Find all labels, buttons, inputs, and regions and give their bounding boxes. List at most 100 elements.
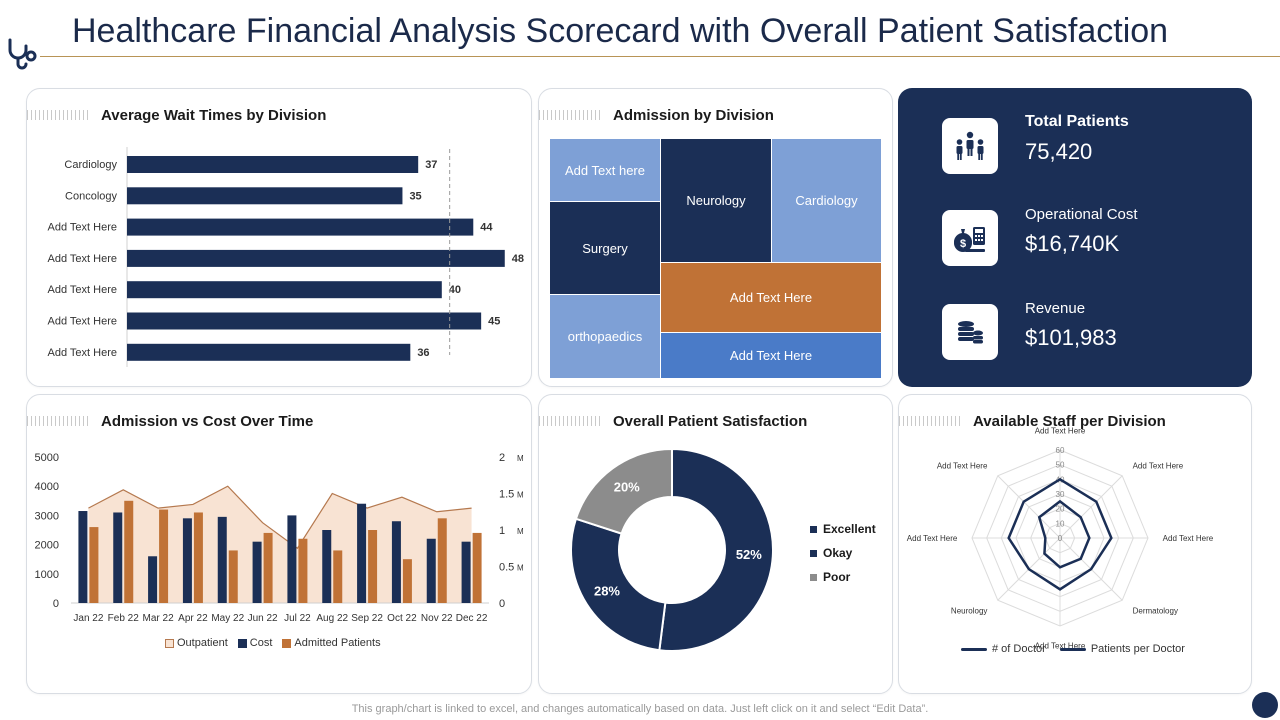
y2-tick-label: 0 (499, 598, 505, 610)
card-hatch (899, 416, 963, 426)
y2-unit-label: M (517, 564, 524, 573)
treemap-cell: Surgery (549, 201, 661, 295)
treemap-cell: Add Text Here (660, 332, 882, 379)
card-hatch (539, 110, 603, 120)
y2-tick-label: 2 (499, 452, 505, 464)
footer-note: This graph/chart is linked to excel, and… (351, 703, 929, 715)
y-tick-label: 1000 (35, 569, 59, 581)
legend-item: Excellent (810, 517, 876, 541)
x-tick-label: Jan 22 (73, 613, 103, 624)
patients-group-icon (942, 118, 998, 174)
admitted-bar (472, 532, 482, 603)
radar-tick-label: 0 (1058, 534, 1063, 543)
category-label: Add Text Here (47, 222, 117, 234)
legend-item: Patients per Doctor (1059, 643, 1185, 655)
y-tick-label: 0 (53, 598, 59, 610)
cost-bar (357, 503, 367, 603)
y-tick-label: 3000 (35, 510, 59, 522)
admitted-bar (228, 550, 238, 603)
combo-legend: Outpatient Cost Admitted Patients (165, 637, 391, 649)
x-tick-label: Jun 22 (248, 613, 278, 624)
card-hatch (27, 110, 91, 120)
y2-unit-label: M (517, 527, 524, 536)
money-bag-calculator-icon: $ (942, 210, 998, 266)
card-title: Average Wait Times by Division (101, 106, 327, 124)
admitted-bar (437, 518, 447, 603)
data-label: 45 (488, 316, 500, 328)
legend-item: Outpatient (165, 637, 228, 649)
corner-marker (1252, 692, 1278, 718)
y2-tick-label: 0.5 (499, 562, 514, 574)
x-tick-label: Mar 22 (143, 613, 175, 624)
admission-division-card: Admission by Division Add Text here Neur… (538, 88, 893, 387)
category-label: Add Text Here (47, 284, 117, 296)
x-tick-label: Dec 22 (456, 613, 488, 624)
treemap-cell: Neurology (660, 138, 772, 263)
cost-bar (287, 515, 297, 603)
wait-times-card: Average Wait Times by Division Cardiolog… (26, 88, 532, 387)
kpi-value: $101,983 (1025, 324, 1117, 350)
radar-axis-label: Dermatology (1133, 607, 1178, 616)
cost-bar (461, 541, 471, 603)
radar-axis-label: Neurology (951, 607, 987, 616)
bar (127, 249, 505, 267)
data-label: 40 (449, 284, 461, 296)
admitted-bar (124, 500, 134, 603)
y2-tick-label: 1 (499, 525, 505, 537)
legend-item: Admitted Patients (282, 637, 381, 649)
bar (127, 343, 411, 361)
cost-bar (217, 516, 227, 603)
category-label: Add Text Here (47, 347, 117, 359)
title-divider (40, 56, 1280, 57)
radar-tick-label: 10 (1056, 519, 1065, 528)
page-title: Healthcare Financial Analysis Scorecard … (72, 12, 1169, 50)
x-tick-label: Oct 22 (387, 613, 417, 624)
card-title: Admission by Division (613, 106, 774, 124)
card-hatch (539, 416, 603, 426)
slice-label: 52% (736, 547, 762, 562)
admitted-bar (193, 512, 203, 603)
x-tick-label: Apr 22 (178, 613, 208, 624)
y-tick-label: 2000 (35, 540, 59, 552)
y-tick-label: 4000 (35, 481, 59, 493)
kpi-value: 75,420 (1025, 139, 1093, 164)
wait-times-chart: Cardiology 37 Concology 35 Add Text Here 44 Ad… (47, 147, 524, 367)
kpi-label: Revenue (1025, 299, 1086, 317)
admitted-bar (402, 559, 412, 603)
cost-bar (148, 556, 158, 603)
treemap-cell: Add Text Here (660, 262, 882, 333)
admitted-bar (263, 532, 273, 603)
stethoscope-icon (8, 38, 37, 70)
admitted-bar (159, 509, 169, 603)
card-title: Admission vs Cost Over Time (101, 412, 314, 430)
outpatient-area (88, 486, 472, 603)
category-label: Concology (65, 190, 117, 202)
radar-axis-label: Add Text Here (1163, 534, 1214, 543)
admitted-bar (89, 527, 99, 603)
radar-axis-label: Add Text Here (907, 534, 958, 543)
legend-item: # of Doctor (961, 643, 1046, 655)
treemap-cell: Cardiology (771, 138, 882, 263)
y2-unit-label: M (517, 491, 524, 500)
x-tick-label: Nov 22 (421, 613, 453, 624)
svg-text:$: $ (960, 238, 966, 250)
x-tick-label: May 22 (211, 613, 244, 624)
kpi-operational-cost: $ Operational Cost $16,740K (942, 206, 1138, 266)
satisfaction-donut-chart: 52% 28% 20% (570, 447, 774, 652)
donut-legend: Excellent Okay Poor (810, 517, 876, 589)
outpatient-line (88, 485, 472, 550)
admitted-bar (333, 550, 343, 603)
radar-tick-label: 20 (1056, 505, 1065, 514)
bar (127, 187, 403, 205)
cost-bar (113, 512, 123, 603)
kpi-revenue: Revenue $101,983 (942, 300, 1117, 360)
card-title: Available Staff per Division (973, 412, 1166, 430)
bar (127, 312, 482, 330)
cost-bar (426, 538, 436, 603)
data-label: 48 (512, 253, 524, 265)
category-label: Add Text Here (47, 316, 117, 328)
radar-axis-label: Add Text Here (1133, 461, 1184, 470)
data-label: 44 (480, 222, 493, 234)
cost-bar (391, 521, 401, 603)
